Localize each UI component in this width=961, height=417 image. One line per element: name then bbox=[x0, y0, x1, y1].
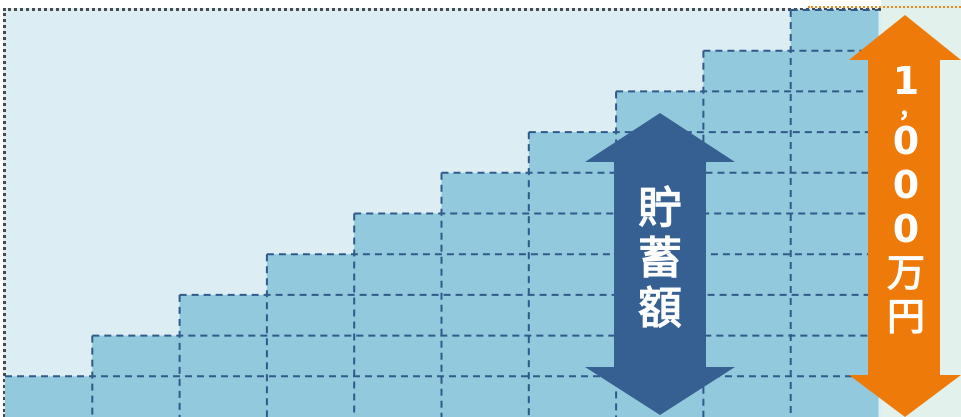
total-char-4: 0 bbox=[892, 163, 920, 207]
savings-label-char-1: 貯 bbox=[638, 183, 682, 234]
stair-step-5 bbox=[354, 213, 442, 417]
total-double-arrow bbox=[849, 15, 961, 417]
stair-step-9 bbox=[703, 50, 792, 417]
orange-dotted-line bbox=[808, 6, 961, 8]
savings-label-char-2: 蓄 bbox=[638, 233, 682, 284]
stair-step-1 bbox=[5, 376, 93, 417]
total-char-6: 万 bbox=[886, 251, 925, 295]
total-char-1: 1 bbox=[892, 59, 920, 103]
stair-step-3 bbox=[179, 294, 268, 417]
savings-arrow bbox=[585, 113, 735, 415]
savings-label-char-3: 額 bbox=[638, 283, 682, 334]
savings-double-arrow bbox=[585, 113, 735, 415]
total-char-5: 0 bbox=[892, 207, 920, 251]
total-char-7: 円 bbox=[886, 295, 925, 339]
total-arrow bbox=[849, 15, 961, 417]
total-char-2: ， bbox=[897, 94, 924, 124]
savings-label: 貯 蓄 額 bbox=[630, 187, 690, 331]
total-amount-label: 1 ， 0 0 0 万 円 bbox=[880, 62, 932, 336]
total-char-3: 0 bbox=[892, 119, 920, 163]
